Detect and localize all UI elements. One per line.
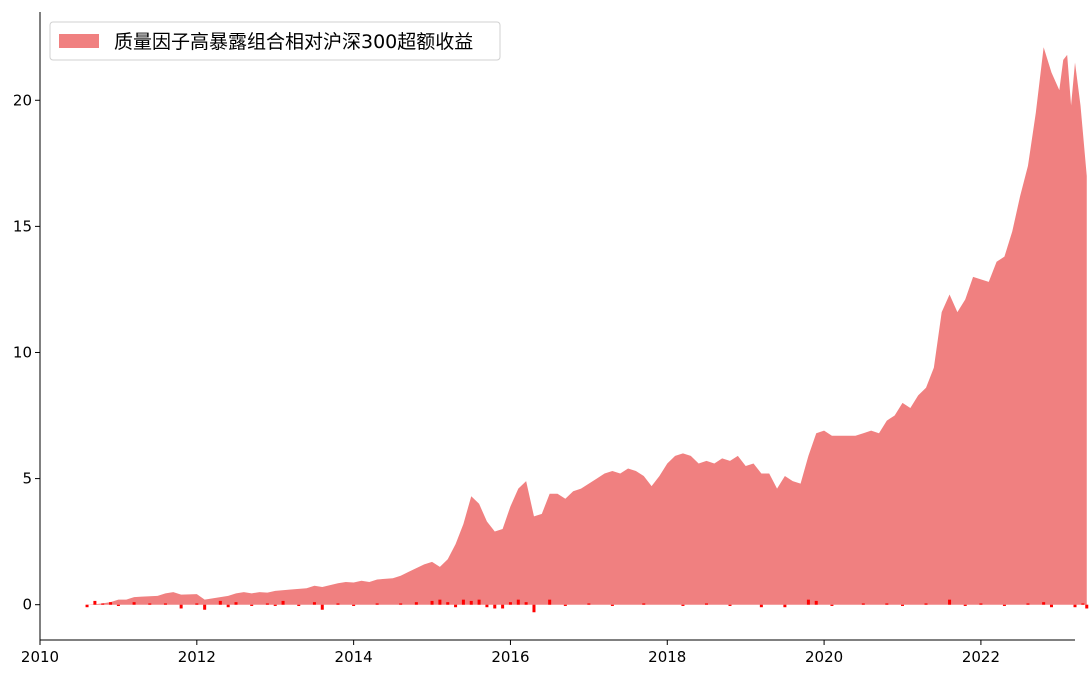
bar-mark-54 bbox=[885, 603, 889, 605]
legend: 质量因子高暴露组合相对沪深300超额收益 bbox=[49, 21, 501, 61]
x-tick-label-5: 2020 bbox=[805, 648, 843, 666]
bar-mark-49 bbox=[783, 604, 787, 608]
y-tick-label-1: 5 bbox=[22, 470, 32, 488]
bar-mark-6 bbox=[148, 603, 152, 605]
bar-mark-46 bbox=[704, 603, 708, 605]
bar-mark-48 bbox=[759, 604, 763, 608]
bar-mark-34 bbox=[493, 604, 497, 609]
bar-mark-40 bbox=[548, 599, 552, 605]
bar-mark-2 bbox=[101, 603, 105, 605]
bar-mark-51 bbox=[814, 600, 818, 605]
bar-mark-27 bbox=[438, 599, 442, 605]
bar-mark-5 bbox=[132, 602, 136, 605]
bar-mark-59 bbox=[979, 603, 983, 605]
x-tick-label-4: 2018 bbox=[648, 648, 686, 666]
legend-swatch-0 bbox=[59, 34, 99, 48]
bar-mark-14 bbox=[250, 604, 254, 606]
bar-mark-45 bbox=[681, 604, 685, 606]
bar-mark-65 bbox=[1081, 603, 1085, 605]
bar-mark-13 bbox=[234, 602, 238, 605]
bar-mark-4 bbox=[116, 604, 120, 606]
y-tick-label-0: 0 bbox=[22, 596, 32, 614]
bar-mark-30 bbox=[461, 599, 465, 605]
bar-mark-23 bbox=[375, 603, 379, 605]
y-tick-label-4: 20 bbox=[13, 91, 32, 109]
bar-mark-66 bbox=[1085, 604, 1089, 609]
bar-mark-63 bbox=[1049, 604, 1053, 608]
bar-mark-37 bbox=[516, 599, 520, 605]
bar-mark-55 bbox=[901, 604, 904, 606]
bar-mark-11 bbox=[218, 600, 222, 605]
bar-mark-60 bbox=[1002, 604, 1006, 606]
bar-mark-24 bbox=[399, 603, 403, 605]
bar-mark-52 bbox=[830, 604, 834, 606]
bar-mark-64 bbox=[1073, 604, 1077, 608]
bar-mark-8 bbox=[179, 604, 183, 609]
bar-mark-50 bbox=[806, 599, 810, 605]
legend-label-0: 质量因子高暴露组合相对沪深300超额收益 bbox=[114, 31, 473, 53]
legend-box bbox=[49, 21, 501, 61]
x-tick-label-0: 2010 bbox=[21, 648, 59, 666]
bar-mark-53 bbox=[861, 603, 865, 605]
bar-mark-32 bbox=[477, 599, 481, 605]
bar-mark-7 bbox=[163, 603, 167, 605]
bar-mark-16 bbox=[273, 604, 277, 606]
bar-mark-36 bbox=[508, 602, 512, 605]
bar-mark-22 bbox=[352, 604, 356, 606]
bar-mark-20 bbox=[320, 604, 324, 610]
bar-mark-58 bbox=[963, 604, 967, 606]
bar-mark-29 bbox=[454, 604, 458, 608]
bar-mark-21 bbox=[336, 603, 340, 605]
bar-mark-43 bbox=[610, 604, 614, 606]
bar-mark-33 bbox=[485, 604, 489, 608]
bar-mark-26 bbox=[430, 600, 434, 605]
bar-mark-9 bbox=[195, 603, 199, 605]
x-tick-label-6: 2022 bbox=[962, 648, 1000, 666]
bar-mark-62 bbox=[1042, 602, 1046, 605]
bar-mark-42 bbox=[587, 603, 591, 605]
bar-mark-35 bbox=[501, 604, 505, 609]
bar-mark-44 bbox=[642, 603, 646, 605]
bar-mark-15 bbox=[265, 603, 269, 605]
y-tick-label-3: 15 bbox=[13, 217, 32, 235]
bar-mark-0 bbox=[85, 604, 89, 608]
bar-mark-39 bbox=[532, 604, 536, 613]
bar-mark-57 bbox=[948, 599, 952, 605]
bar-mark-12 bbox=[226, 604, 230, 608]
bar-mark-19 bbox=[312, 602, 316, 605]
bar-mark-41 bbox=[563, 604, 567, 606]
x-tick-label-3: 2016 bbox=[491, 648, 529, 666]
bar-mark-18 bbox=[297, 604, 301, 606]
bar-mark-25 bbox=[414, 602, 418, 605]
bar-mark-31 bbox=[469, 600, 473, 605]
bar-mark-28 bbox=[446, 602, 450, 605]
x-tick-label-1: 2012 bbox=[178, 648, 216, 666]
bar-mark-1 bbox=[93, 600, 97, 605]
bar-mark-56 bbox=[924, 603, 928, 605]
bar-mark-38 bbox=[524, 602, 528, 605]
plot-area bbox=[85, 47, 1089, 613]
bar-mark-17 bbox=[281, 600, 285, 605]
bar-mark-47 bbox=[728, 604, 732, 606]
x-tick-label-2: 2014 bbox=[335, 648, 373, 666]
axes: 2010 2012 2014 2016 2018 2020 2022 0 5 10 15 20 bbox=[13, 12, 1075, 666]
bar-mark-10 bbox=[203, 604, 207, 610]
bar-mark-61 bbox=[1026, 603, 1030, 605]
y-tick-label-2: 10 bbox=[13, 343, 32, 361]
area-series-0 bbox=[87, 47, 1087, 605]
bar-mark-3 bbox=[109, 602, 113, 605]
